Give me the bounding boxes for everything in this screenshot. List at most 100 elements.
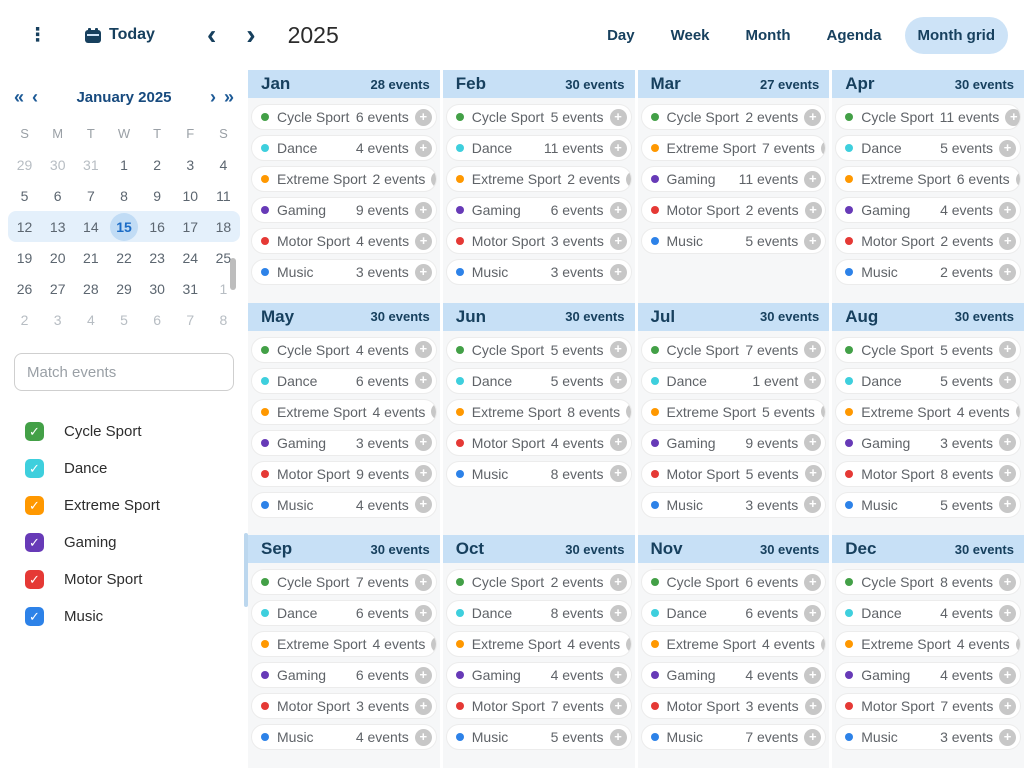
event-category-chip[interactable]: Dance 1 event + <box>641 368 827 394</box>
add-event-icon[interactable]: + <box>999 264 1016 281</box>
mini-calendar-day[interactable]: 20 <box>41 242 74 273</box>
event-category-chip[interactable]: Extreme Sport 8 events + <box>446 399 632 425</box>
add-event-icon[interactable]: + <box>610 372 627 389</box>
add-event-icon[interactable]: + <box>415 698 432 715</box>
event-category-chip[interactable]: Music 7 events + <box>641 724 827 750</box>
mini-calendar-day[interactable]: 5 <box>8 180 41 211</box>
month-header[interactable]: Jul 30 events <box>638 303 830 331</box>
mini-calendar-day[interactable]: 27 <box>41 273 74 304</box>
event-category-chip[interactable]: Extreme Sport 2 events + <box>446 166 632 192</box>
event-category-chip[interactable]: Music 4 events + <box>251 492 437 518</box>
mini-calendar-day[interactable]: 31 <box>74 149 107 180</box>
mini-calendar-day[interactable]: 6 <box>141 304 174 335</box>
mini-calendar-day[interactable]: 1 <box>107 149 140 180</box>
add-event-icon[interactable]: + <box>610 140 627 157</box>
event-category-chip[interactable]: Music 8 events + <box>446 461 632 487</box>
add-event-icon[interactable]: + <box>1016 171 1021 188</box>
mini-calendar-day[interactable]: 12 <box>8 211 41 242</box>
event-category-chip[interactable]: Dance 6 events + <box>641 600 827 626</box>
add-event-icon[interactable]: + <box>1016 403 1021 420</box>
mini-calendar-day[interactable]: 9 <box>141 180 174 211</box>
event-category-chip[interactable]: Dance 4 events + <box>251 135 437 161</box>
add-event-icon[interactable]: + <box>821 403 826 420</box>
prev-year-icon[interactable]: « <box>14 88 24 106</box>
add-event-icon[interactable]: + <box>626 636 631 653</box>
add-event-icon[interactable]: + <box>610 729 627 746</box>
event-category-chip[interactable]: Gaming 4 events + <box>446 662 632 688</box>
add-event-icon[interactable]: + <box>415 109 432 126</box>
mini-calendar-day[interactable]: 13 <box>41 211 74 242</box>
add-event-icon[interactable]: + <box>804 171 821 188</box>
add-event-icon[interactable]: + <box>610 698 627 715</box>
category-filter-motor-sport[interactable]: ✓ Motor Sport <box>0 561 248 598</box>
month-header[interactable]: May 30 events <box>248 303 440 331</box>
month-header[interactable]: Mar 27 events <box>638 70 830 98</box>
event-category-chip[interactable]: Cycle Sport 2 events + <box>641 104 827 130</box>
event-category-chip[interactable]: Dance 5 events + <box>446 368 632 394</box>
search-input[interactable] <box>14 353 234 391</box>
add-event-icon[interactable]: + <box>415 434 432 451</box>
view-tab-day[interactable]: Day <box>594 17 648 54</box>
mini-calendar-day[interactable]: 2 <box>141 149 174 180</box>
month-header[interactable]: Apr 30 events <box>832 70 1024 98</box>
event-category-chip[interactable]: Cycle Sport 6 events + <box>251 104 437 130</box>
add-event-icon[interactable]: + <box>415 233 432 250</box>
month-header[interactable]: Aug 30 events <box>832 303 1024 331</box>
checkbox-checked-icon[interactable]: ✓ <box>25 607 44 626</box>
mini-calendar-day[interactable]: 8 <box>207 304 240 335</box>
add-event-icon[interactable]: + <box>626 171 631 188</box>
category-filter-cycle-sport[interactable]: ✓ Cycle Sport <box>0 413 248 450</box>
event-category-chip[interactable]: Dance 6 events + <box>251 368 437 394</box>
event-category-chip[interactable]: Music 3 events + <box>835 724 1021 750</box>
add-event-icon[interactable]: + <box>415 496 432 513</box>
mini-calendar-day[interactable]: 17 <box>174 211 207 242</box>
month-header[interactable]: Nov 30 events <box>638 535 830 563</box>
add-event-icon[interactable]: + <box>415 202 432 219</box>
event-category-chip[interactable]: Motor Sport 2 events + <box>835 228 1021 254</box>
event-category-chip[interactable]: Motor Sport 2 events + <box>641 197 827 223</box>
month-header[interactable]: Sep 30 events <box>248 535 440 563</box>
event-category-chip[interactable]: Music 2 events + <box>835 259 1021 285</box>
event-category-chip[interactable]: Music 4 events + <box>251 724 437 750</box>
next-month-icon[interactable]: › <box>210 88 216 106</box>
event-category-chip[interactable]: Cycle Sport 7 events + <box>641 337 827 363</box>
month-header[interactable]: Jun 30 events <box>443 303 635 331</box>
add-event-icon[interactable]: + <box>999 140 1016 157</box>
add-event-icon[interactable]: + <box>804 434 821 451</box>
add-event-icon[interactable]: + <box>415 574 432 591</box>
event-category-chip[interactable]: Music 5 events + <box>446 724 632 750</box>
event-category-chip[interactable]: Motor Sport 3 events + <box>446 228 632 254</box>
add-event-icon[interactable]: + <box>1016 636 1021 653</box>
event-category-chip[interactable]: Motor Sport 3 events + <box>251 693 437 719</box>
event-category-chip[interactable]: Dance 5 events + <box>835 135 1021 161</box>
checkbox-checked-icon[interactable]: ✓ <box>25 459 44 478</box>
event-category-chip[interactable]: Motor Sport 4 events + <box>446 430 632 456</box>
add-event-icon[interactable]: + <box>999 434 1016 451</box>
event-category-chip[interactable]: Music 3 events + <box>251 259 437 285</box>
event-category-chip[interactable]: Music 5 events + <box>641 228 827 254</box>
add-event-icon[interactable]: + <box>415 465 432 482</box>
event-category-chip[interactable]: Gaming 11 events + <box>641 166 827 192</box>
add-event-icon[interactable]: + <box>431 171 436 188</box>
month-header[interactable]: Oct 30 events <box>443 535 635 563</box>
add-event-icon[interactable]: + <box>610 202 627 219</box>
event-category-chip[interactable]: Gaming 6 events + <box>446 197 632 223</box>
add-event-icon[interactable]: + <box>821 636 826 653</box>
event-category-chip[interactable]: Dance 8 events + <box>446 600 632 626</box>
category-filter-gaming[interactable]: ✓ Gaming <box>0 524 248 561</box>
checkbox-checked-icon[interactable]: ✓ <box>25 533 44 552</box>
add-event-icon[interactable]: + <box>999 202 1016 219</box>
add-event-icon[interactable]: + <box>804 233 821 250</box>
checkbox-checked-icon[interactable]: ✓ <box>25 422 44 441</box>
event-category-chip[interactable]: Extreme Sport 6 events + <box>835 166 1021 192</box>
event-category-chip[interactable]: Cycle Sport 8 events + <box>835 569 1021 595</box>
event-category-chip[interactable]: Gaming 3 events + <box>251 430 437 456</box>
mini-calendar-day[interactable]: 3 <box>174 149 207 180</box>
mini-calendar-day[interactable]: 28 <box>74 273 107 304</box>
event-category-chip[interactable]: Music 3 events + <box>446 259 632 285</box>
event-category-chip[interactable]: Cycle Sport 11 events + <box>835 104 1021 130</box>
event-category-chip[interactable]: Cycle Sport 4 events + <box>251 337 437 363</box>
event-category-chip[interactable]: Extreme Sport 4 events + <box>835 399 1021 425</box>
add-event-icon[interactable]: + <box>804 605 821 622</box>
checkbox-checked-icon[interactable]: ✓ <box>25 570 44 589</box>
